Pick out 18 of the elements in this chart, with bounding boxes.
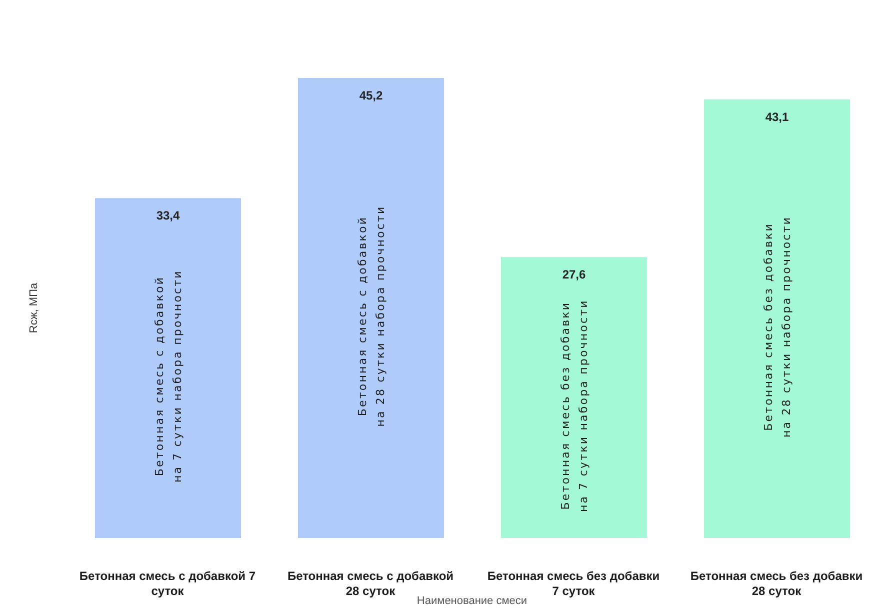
bar: [95, 198, 241, 538]
data-label: 33,4: [156, 208, 180, 223]
annotation: Бетонная смесь без добавки на 28 сутки набора прочности: [762, 216, 792, 438]
data-label: 43,1: [765, 110, 789, 124]
x-tick-label: Бетонная смесь с добавкой 7 суток: [79, 569, 256, 598]
bar: [501, 257, 647, 538]
x-tick-label: Бетонная смесь с добавкой 28 суток: [287, 569, 454, 598]
annotation: Бетонная смесь без добавки на 7 сутки набора прочности: [558, 299, 590, 512]
bar: [704, 99, 850, 538]
bar: [298, 78, 444, 538]
data-label: 45,2: [359, 88, 383, 103]
annotation: Бетонная смесь с добавкой на 28 сутки набора прочности: [356, 205, 386, 427]
x-tick-label: Бетонная смесь без добавки 7 суток: [487, 569, 660, 598]
x-axis-title: Наименование смеси: [416, 595, 528, 607]
data-label: 27,6: [562, 268, 586, 282]
x-tick-label: Бетонная смесь без добавки 28 суток: [690, 569, 863, 598]
annotation: Бетонная смесь с добавкой на 7 сутки набора прочности: [152, 270, 184, 483]
y-axis-title: Rсж, МПа: [28, 282, 40, 334]
